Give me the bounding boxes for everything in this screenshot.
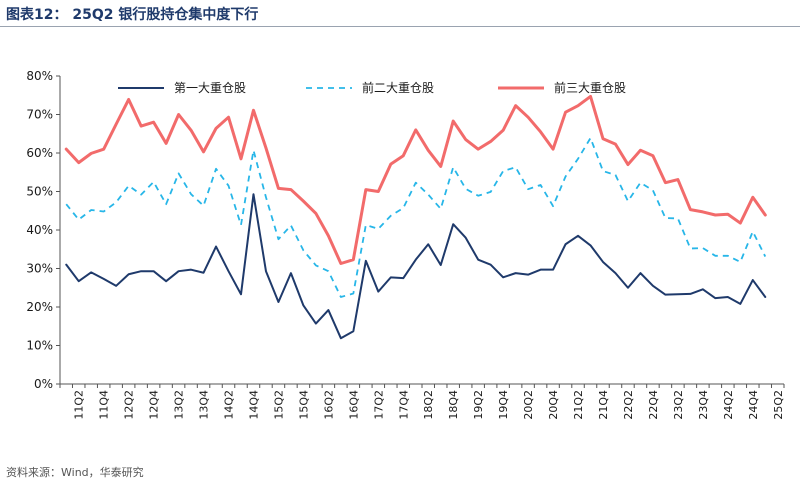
y-tick-label: 10%: [26, 339, 53, 353]
x-tick-label: 13Q2: [173, 390, 186, 420]
x-tick-label: 13Q4: [198, 390, 211, 420]
x-tick-label: 11Q2: [73, 390, 86, 420]
x-tick-label: 17Q4: [397, 390, 410, 420]
series-line-2: [65, 137, 767, 298]
x-tick-label: 21Q2: [572, 390, 585, 420]
x-tick-label: 15Q2: [272, 390, 285, 420]
chart-title: 图表12： 25Q2 银行股持仓集中度下行: [6, 7, 259, 23]
x-tick-label: 22Q4: [647, 390, 660, 420]
x-tick-label: 15Q4: [297, 390, 310, 420]
x-tick-label: 16Q4: [347, 390, 360, 420]
x-tick-label: 20Q2: [522, 390, 535, 420]
legend-label-3: 前三大重仓股: [554, 80, 626, 95]
y-tick-label: 80%: [26, 69, 53, 83]
x-tick-label: 24Q2: [722, 390, 735, 420]
x-tick-label: 14Q2: [223, 390, 236, 420]
series-line-3: [64, 94, 767, 265]
x-tick-label: 17Q2: [372, 390, 385, 420]
x-tick-label: 20Q4: [547, 390, 560, 420]
axes: 0% 10% 20% 30% 40% 50% 60% 70% 80% 11Q2 11Q4 12Q2 12…: [26, 69, 784, 420]
x-tick-label: 19Q2: [472, 390, 485, 420]
x-tick-label: 25Q2: [772, 390, 785, 420]
x-tick-label: 12Q2: [123, 390, 136, 420]
x-tick-label: 23Q2: [672, 390, 685, 420]
x-tick-label: 18Q4: [447, 390, 460, 420]
legend-label-2: 前二大重仓股: [362, 80, 434, 95]
x-tick-label: 24Q4: [747, 390, 760, 420]
x-tick-label: 14Q4: [247, 390, 260, 420]
y-tick-label: 20%: [26, 300, 53, 314]
y-tick-label: 60%: [26, 146, 53, 160]
y-tick-label: 40%: [26, 223, 53, 237]
series-line-1: [65, 193, 767, 340]
title-divider: [0, 26, 800, 27]
x-tick-label: 22Q2: [622, 390, 635, 420]
source-note: 资料来源：Wind，华泰研究: [6, 466, 144, 479]
series-layer: [64, 94, 767, 340]
x-tick-label: 12Q4: [148, 390, 161, 420]
x-tick-label: 23Q4: [697, 390, 710, 420]
y-tick-label: 30%: [26, 262, 53, 276]
x-tick-label: 21Q4: [597, 390, 610, 420]
legend: 第一大重仓股 前二大重仓股 前三大重仓股: [118, 80, 626, 95]
y-tick-label: 70%: [26, 108, 53, 122]
x-tick-label: 19Q4: [497, 390, 510, 420]
x-tick-label: 18Q2: [422, 390, 435, 420]
x-tick-label: 16Q2: [322, 390, 335, 420]
y-tick-label: 0%: [34, 377, 53, 391]
x-tick-label: 11Q4: [98, 390, 111, 420]
legend-label-1: 第一大重仓股: [174, 81, 246, 95]
y-tick-label: 50%: [26, 185, 53, 199]
